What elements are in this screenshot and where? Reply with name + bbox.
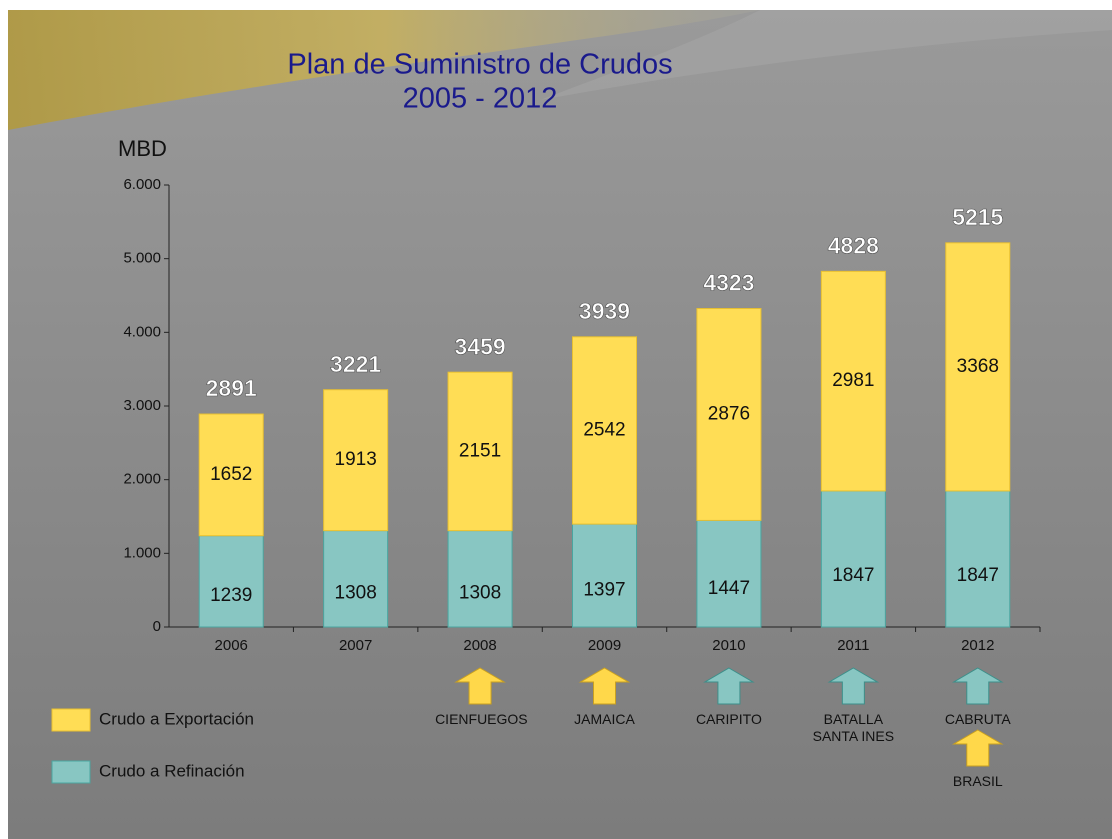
bar-segment bbox=[198, 413, 264, 537]
data-label: 2981 bbox=[832, 370, 874, 391]
bar-segment bbox=[447, 530, 513, 628]
data-label: 1652 bbox=[210, 464, 252, 485]
annotation-label: BATALLA SANTA INES bbox=[812, 711, 895, 744]
data-label: 1308 bbox=[335, 583, 377, 604]
total-label: 4828 bbox=[828, 232, 879, 258]
arrow-icon bbox=[951, 729, 1004, 767]
y-tick-label: 1.000 bbox=[123, 544, 161, 561]
x-tick-label: 2007 bbox=[339, 637, 372, 654]
annotation-label: BRASIL bbox=[952, 773, 1003, 789]
annotation-label: CIENFUEGOS bbox=[435, 711, 528, 727]
y-tick-label: 6.000 bbox=[123, 176, 161, 193]
total-label: 3939 bbox=[579, 298, 630, 324]
legend-label: Crudo a Exportación bbox=[99, 709, 254, 728]
data-label: 2542 bbox=[583, 419, 625, 440]
bar-segment bbox=[696, 519, 762, 628]
chart-subtitle: 2005 - 2012 bbox=[403, 83, 558, 115]
bar-segment bbox=[945, 490, 1011, 628]
legend-swatch bbox=[51, 708, 91, 732]
data-label: 1239 bbox=[210, 585, 252, 606]
arrow-icon bbox=[578, 667, 631, 705]
arrow-icon bbox=[703, 667, 755, 705]
data-label: 2876 bbox=[708, 403, 750, 424]
annotation-label: CARIPITO bbox=[695, 711, 762, 727]
bar-segment bbox=[820, 490, 886, 628]
chart-title: Plan de Suministro de Crudos bbox=[287, 49, 672, 81]
x-tick-label: 2010 bbox=[712, 637, 745, 654]
y-tick-label: 4.000 bbox=[123, 323, 161, 340]
bar-segment bbox=[198, 535, 264, 628]
bar-segment bbox=[572, 523, 637, 628]
data-label: 1397 bbox=[583, 580, 625, 601]
legend-label: Crudo a Refinación bbox=[99, 761, 245, 780]
x-tick-label: 2006 bbox=[215, 637, 248, 654]
bar-segment bbox=[820, 270, 886, 492]
legend-swatch bbox=[51, 760, 91, 784]
total-label: 3221 bbox=[330, 351, 381, 377]
total-label: 2891 bbox=[206, 375, 257, 401]
bar-segment bbox=[323, 530, 389, 628]
data-label: 1847 bbox=[832, 565, 874, 586]
annotation-label: JAMAICA bbox=[574, 711, 635, 727]
total-label: 3459 bbox=[454, 333, 505, 359]
arrow-icon bbox=[951, 667, 1004, 705]
bar-segment bbox=[447, 371, 513, 532]
y-axis-label: MBD bbox=[118, 136, 167, 161]
x-tick-label: 2012 bbox=[961, 637, 994, 654]
data-label: 2151 bbox=[459, 440, 501, 461]
swoosh bbox=[540, 10, 1112, 100]
data-label: 3368 bbox=[957, 356, 999, 377]
x-tick-label: 2011 bbox=[837, 637, 869, 654]
x-tick-label: 2008 bbox=[463, 637, 496, 654]
annotation-label: CABRUTA bbox=[944, 711, 1011, 727]
bar-segment bbox=[572, 336, 637, 525]
y-tick-label: 2.000 bbox=[123, 471, 161, 488]
bar-segment bbox=[696, 308, 762, 521]
bar-segment bbox=[323, 389, 389, 532]
y-tick-label: 0 bbox=[153, 618, 161, 635]
y-tick-label: 3.000 bbox=[123, 397, 161, 414]
bar-segment bbox=[945, 242, 1011, 492]
arrow-icon bbox=[454, 667, 506, 705]
total-label: 5215 bbox=[952, 204, 1003, 230]
data-label: 1447 bbox=[708, 578, 750, 599]
data-label: 1913 bbox=[335, 449, 377, 470]
y-tick-label: 5.000 bbox=[123, 250, 161, 267]
data-label: 1847 bbox=[957, 565, 999, 586]
total-label: 4323 bbox=[703, 270, 754, 296]
data-label: 1308 bbox=[459, 583, 501, 604]
swoosh bbox=[8, 10, 760, 130]
background bbox=[8, 10, 1112, 839]
arrow-icon bbox=[827, 667, 880, 705]
x-tick-label: 2009 bbox=[588, 637, 621, 654]
